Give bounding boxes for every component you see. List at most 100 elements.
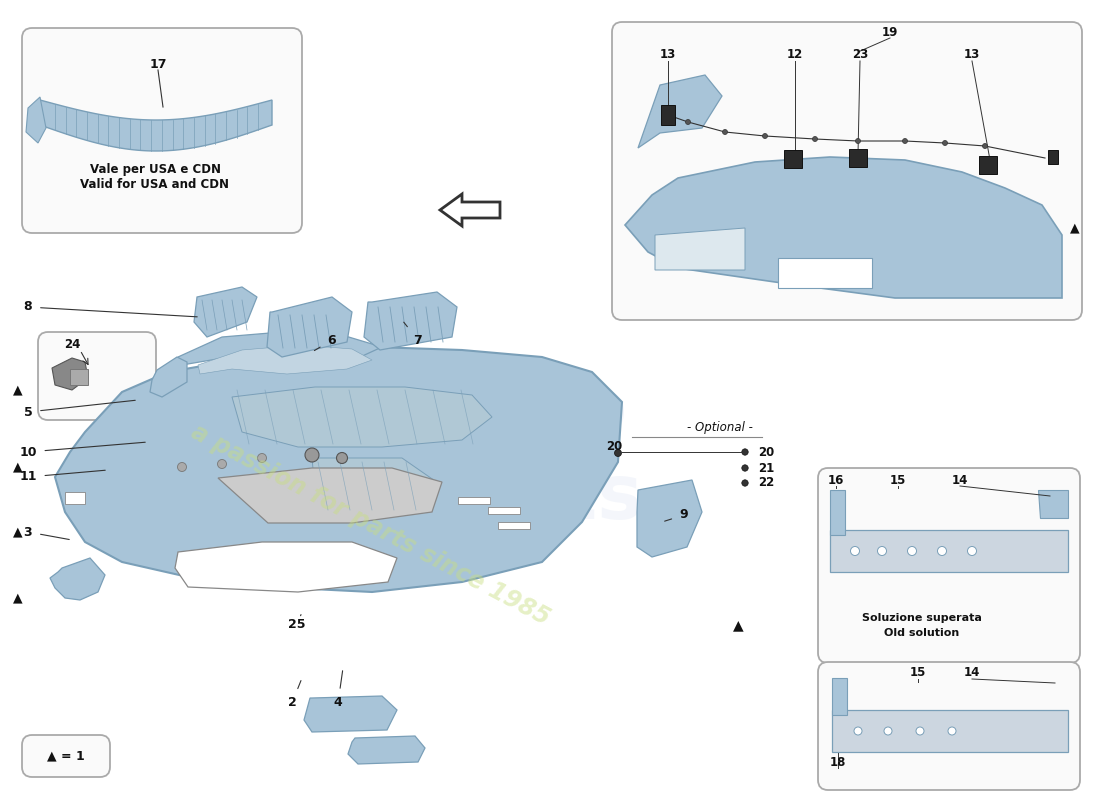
Polygon shape bbox=[637, 480, 702, 557]
Text: ▲: ▲ bbox=[13, 526, 23, 538]
Text: 4: 4 bbox=[333, 670, 342, 710]
FancyBboxPatch shape bbox=[818, 662, 1080, 790]
Polygon shape bbox=[440, 194, 500, 226]
Circle shape bbox=[813, 137, 817, 142]
Bar bbox=[488, 507, 520, 514]
Circle shape bbox=[902, 138, 908, 143]
Text: 3: 3 bbox=[24, 526, 69, 539]
Circle shape bbox=[218, 459, 227, 469]
Polygon shape bbox=[40, 100, 272, 151]
Circle shape bbox=[615, 450, 622, 457]
Text: 19: 19 bbox=[882, 26, 899, 38]
Text: 17: 17 bbox=[150, 58, 167, 71]
FancyBboxPatch shape bbox=[22, 28, 302, 233]
Circle shape bbox=[741, 480, 748, 486]
Text: 20: 20 bbox=[606, 439, 623, 453]
Text: Valid for USA and CDN: Valid for USA and CDN bbox=[80, 178, 230, 191]
Text: 22: 22 bbox=[758, 477, 774, 490]
Bar bbox=[979, 156, 997, 174]
Bar bbox=[65, 492, 85, 504]
Polygon shape bbox=[778, 258, 872, 288]
FancyBboxPatch shape bbox=[818, 468, 1080, 663]
Polygon shape bbox=[194, 287, 257, 337]
Text: 15: 15 bbox=[890, 474, 906, 486]
Circle shape bbox=[305, 448, 319, 462]
Text: 2: 2 bbox=[287, 681, 301, 710]
Text: 11: 11 bbox=[20, 470, 106, 483]
Bar bbox=[70, 369, 88, 385]
Polygon shape bbox=[638, 75, 722, 148]
Circle shape bbox=[850, 546, 859, 555]
Bar bbox=[784, 150, 802, 168]
Circle shape bbox=[762, 134, 768, 138]
Bar bbox=[498, 522, 530, 529]
Text: ▲ = 1: ▲ = 1 bbox=[47, 750, 85, 762]
Circle shape bbox=[884, 727, 892, 735]
Text: 6: 6 bbox=[315, 334, 337, 350]
Text: ▲: ▲ bbox=[1070, 222, 1080, 234]
Text: 20: 20 bbox=[758, 446, 774, 458]
Text: Vale per USA e CDN: Vale per USA e CDN bbox=[89, 163, 220, 177]
Polygon shape bbox=[654, 228, 745, 270]
Polygon shape bbox=[175, 542, 397, 592]
Polygon shape bbox=[830, 530, 1068, 572]
Bar bbox=[1048, 150, 1058, 164]
Polygon shape bbox=[830, 490, 845, 535]
Bar bbox=[661, 105, 675, 125]
Text: ▲: ▲ bbox=[733, 618, 744, 632]
Text: 21: 21 bbox=[758, 462, 774, 474]
Text: 14: 14 bbox=[964, 666, 980, 679]
Text: ▲: ▲ bbox=[13, 461, 23, 474]
Text: ▲: ▲ bbox=[13, 591, 23, 605]
Polygon shape bbox=[26, 97, 46, 143]
Polygon shape bbox=[1038, 490, 1068, 518]
Text: 13: 13 bbox=[964, 49, 980, 62]
Circle shape bbox=[908, 546, 916, 555]
Text: 15: 15 bbox=[910, 666, 926, 679]
Polygon shape bbox=[304, 696, 397, 732]
Circle shape bbox=[916, 727, 924, 735]
Circle shape bbox=[878, 546, 887, 555]
Circle shape bbox=[723, 130, 727, 134]
Text: 10: 10 bbox=[20, 442, 145, 458]
Polygon shape bbox=[178, 332, 382, 365]
Text: 13: 13 bbox=[660, 49, 676, 62]
Circle shape bbox=[948, 727, 956, 735]
Text: 16: 16 bbox=[828, 474, 844, 486]
Circle shape bbox=[257, 454, 266, 462]
Text: Old solution: Old solution bbox=[884, 628, 959, 638]
Text: a passion for parts since 1985: a passion for parts since 1985 bbox=[187, 420, 553, 630]
FancyBboxPatch shape bbox=[22, 735, 110, 777]
Text: ▲: ▲ bbox=[13, 383, 23, 397]
Polygon shape bbox=[232, 387, 492, 447]
Circle shape bbox=[937, 546, 946, 555]
Text: 7: 7 bbox=[404, 322, 422, 346]
Text: 9: 9 bbox=[664, 509, 689, 522]
Polygon shape bbox=[52, 358, 88, 390]
Text: euro
parts: euro parts bbox=[417, 375, 642, 534]
Text: 12: 12 bbox=[786, 49, 803, 62]
Text: 5: 5 bbox=[23, 400, 135, 418]
Text: 8: 8 bbox=[24, 301, 197, 317]
Polygon shape bbox=[832, 710, 1068, 752]
Circle shape bbox=[685, 119, 691, 125]
Circle shape bbox=[943, 141, 947, 146]
Bar bbox=[458, 497, 490, 504]
Polygon shape bbox=[625, 157, 1062, 298]
Polygon shape bbox=[364, 292, 456, 350]
Polygon shape bbox=[198, 345, 372, 374]
FancyBboxPatch shape bbox=[612, 22, 1082, 320]
Polygon shape bbox=[832, 678, 847, 715]
Bar bbox=[849, 149, 867, 167]
Circle shape bbox=[982, 143, 988, 149]
Polygon shape bbox=[150, 357, 187, 397]
Text: Soluzione superata: Soluzione superata bbox=[862, 613, 982, 623]
Polygon shape bbox=[218, 468, 442, 523]
Text: 23: 23 bbox=[851, 49, 868, 62]
Circle shape bbox=[337, 453, 348, 463]
Polygon shape bbox=[312, 458, 438, 513]
Circle shape bbox=[177, 462, 187, 471]
Text: 18: 18 bbox=[829, 755, 846, 769]
Polygon shape bbox=[348, 736, 425, 764]
Polygon shape bbox=[267, 297, 352, 357]
